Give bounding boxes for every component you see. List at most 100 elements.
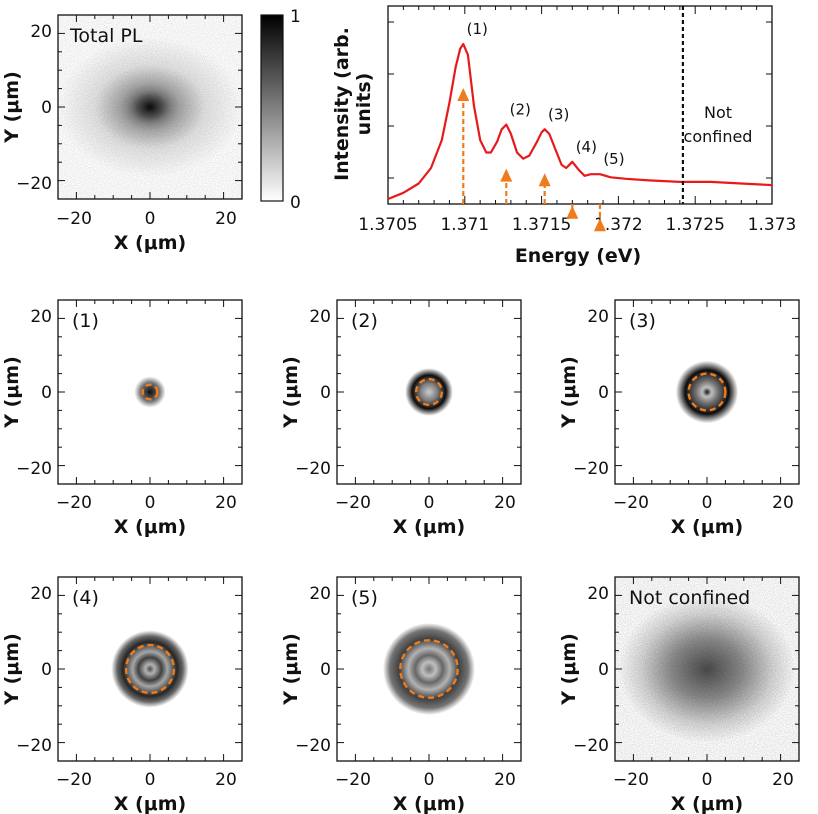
spectrum-xtick-label: 1.372 <box>594 215 643 235</box>
mode-xtick-label: −20 <box>613 493 649 513</box>
peak-label: (4) <box>576 138 597 156</box>
peak-arrow-head <box>593 218 606 232</box>
mode-map-panel: (3) −20 0 20 20 0 −20 X (μm) Y (μm) <box>558 299 800 538</box>
mode-ylabel: Y (μm) <box>1 356 23 429</box>
mode-map-blob <box>383 623 475 715</box>
peak-arrow-head <box>457 88 470 101</box>
mode-ytick-label: −20 <box>16 459 52 479</box>
mode-xlabel: X (μm) <box>671 516 743 538</box>
mode-xlabel: X (μm) <box>114 516 186 538</box>
peak-label: (2) <box>510 101 531 119</box>
mode-map-panel: Not confined −20 0 20 20 0 −20 X (μm) Y (μm) <box>558 576 800 814</box>
mode-ytick-label: −20 <box>295 459 331 479</box>
mode-map-blob <box>405 368 453 416</box>
mode-xtick-label: 0 <box>424 770 435 790</box>
peak-label: (5) <box>603 150 624 168</box>
peak-arrow-head <box>566 205 579 219</box>
colorbar: 1 0 <box>260 7 301 213</box>
spectrum-x-ticklabels: 1.3705 1.371 1.3715 1.372 1.3725 1.373 <box>358 215 796 235</box>
mode-ytick-label: 0 <box>41 383 52 403</box>
mode-map-panel: (1) −20 0 20 20 0 −20 X (μm) Y (μm) <box>1 299 243 538</box>
spectrum-y-ticks <box>388 21 772 179</box>
mode-xtick-label: 0 <box>702 770 713 790</box>
total-pl-label: Total PL <box>69 25 143 47</box>
mode-xtick-label: 0 <box>702 493 713 513</box>
mode-xtick-label: −20 <box>56 770 92 790</box>
mode-xtick-label: 0 <box>145 770 156 790</box>
mode-xlabel: X (μm) <box>114 793 186 814</box>
mode-xtick-label: −20 <box>56 493 92 513</box>
mode-map-panel: (4) −20 0 20 20 0 −20 X (μm) Y (μm) <box>1 576 243 814</box>
mode-map-image <box>111 630 189 708</box>
mode-xtick-label: 20 <box>215 770 237 790</box>
mode-xtick-label: −20 <box>335 770 371 790</box>
mode-ytick-label: 20 <box>309 307 331 327</box>
mode-xtick-label: 20 <box>772 493 794 513</box>
mode-map-ticks <box>57 576 243 762</box>
mode-ytick-label: 0 <box>320 383 331 403</box>
mode-map-label: Not confined <box>629 587 750 609</box>
spectrum-xtick-label: 1.373 <box>748 215 797 235</box>
colorbar-gradient <box>260 14 284 202</box>
spectrum-curve <box>387 42 773 201</box>
mode-map-image <box>134 376 166 408</box>
mode-ylabel: Y (μm) <box>558 356 580 429</box>
total-ylabel: Y (μm) <box>1 71 23 144</box>
total-y-ticklabels: 20 0 −20 <box>16 22 52 194</box>
mode-xlabel: X (μm) <box>393 793 465 814</box>
mode-map-image <box>383 623 475 715</box>
colorbar-min-label: 0 <box>290 193 301 213</box>
mode-xtick-label: 20 <box>772 770 794 790</box>
mode-ylabel: Y (μm) <box>280 356 302 429</box>
mode-map-image <box>675 360 739 424</box>
mode-xtick-label: 20 <box>215 493 237 513</box>
spectrum-panel: 1.3705 1.371 1.3715 1.372 1.3725 1.373 (1) (2)… <box>331 5 796 267</box>
mode-map-label: (2) <box>351 310 378 332</box>
mode-ytick-label: 20 <box>30 584 52 604</box>
mode-map-panel: (2) −20 0 20 20 0 −20 X (μm) Y (μm) <box>280 299 522 538</box>
mode-map-ticks <box>336 299 522 485</box>
mode-map-blob <box>675 360 739 424</box>
mode-ytick-label: −20 <box>16 736 52 756</box>
total-xtick-label: 20 <box>215 209 237 229</box>
mode-map-label: (3) <box>629 310 656 332</box>
mode-ring <box>124 643 176 695</box>
mode-ring <box>687 372 727 412</box>
spectrum-ylabel-line1: Intensity (arb. <box>331 27 353 181</box>
total-x-ticklabels: −20 0 20 <box>56 209 237 229</box>
total-xtick-label: −20 <box>56 209 92 229</box>
mode-map-label: (1) <box>72 310 99 332</box>
mode-ring <box>414 377 444 407</box>
total-xtick-label: 0 <box>145 209 156 229</box>
mode-map-ticks <box>57 299 243 485</box>
mode-map-image <box>405 368 453 416</box>
mode-ytick-label: 20 <box>309 584 331 604</box>
mode-ytick-label: 20 <box>587 584 609 604</box>
spectrum-ylabel-line2: units) <box>353 73 375 136</box>
mode-ytick-label: 0 <box>320 660 331 680</box>
mode-xlabel: X (μm) <box>393 516 465 538</box>
spectrum-peak-labels: (1) (2) (3) (4) (5) <box>467 20 625 168</box>
peak-arrow-head <box>538 173 551 187</box>
cutoff-label-line1: Not <box>704 103 732 122</box>
total-pl-image <box>58 15 242 199</box>
mode-ytick-label: 20 <box>30 307 52 327</box>
mode-ytick-label: 0 <box>598 383 609 403</box>
mode-map-blob <box>111 630 189 708</box>
total-ytick-label: 0 <box>41 98 52 118</box>
mode-xtick-label: −20 <box>613 770 649 790</box>
mode-ring <box>399 639 459 699</box>
colorbar-max-label: 1 <box>290 7 301 27</box>
mode-map-ticks <box>336 576 522 762</box>
mode-ylabel: Y (μm) <box>558 633 580 706</box>
mode-ylabel: Y (μm) <box>1 633 23 706</box>
spectrum-peak-arrows <box>457 88 606 232</box>
peak-label: (1) <box>467 20 488 38</box>
peak-label: (3) <box>548 105 569 123</box>
spectrum-xtick-label: 1.3725 <box>665 215 724 235</box>
cutoff-label-line2: confined <box>684 127 753 146</box>
mode-map-image <box>615 577 799 761</box>
mode-ytick-label: 20 <box>587 307 609 327</box>
mode-xtick-label: −20 <box>335 493 371 513</box>
